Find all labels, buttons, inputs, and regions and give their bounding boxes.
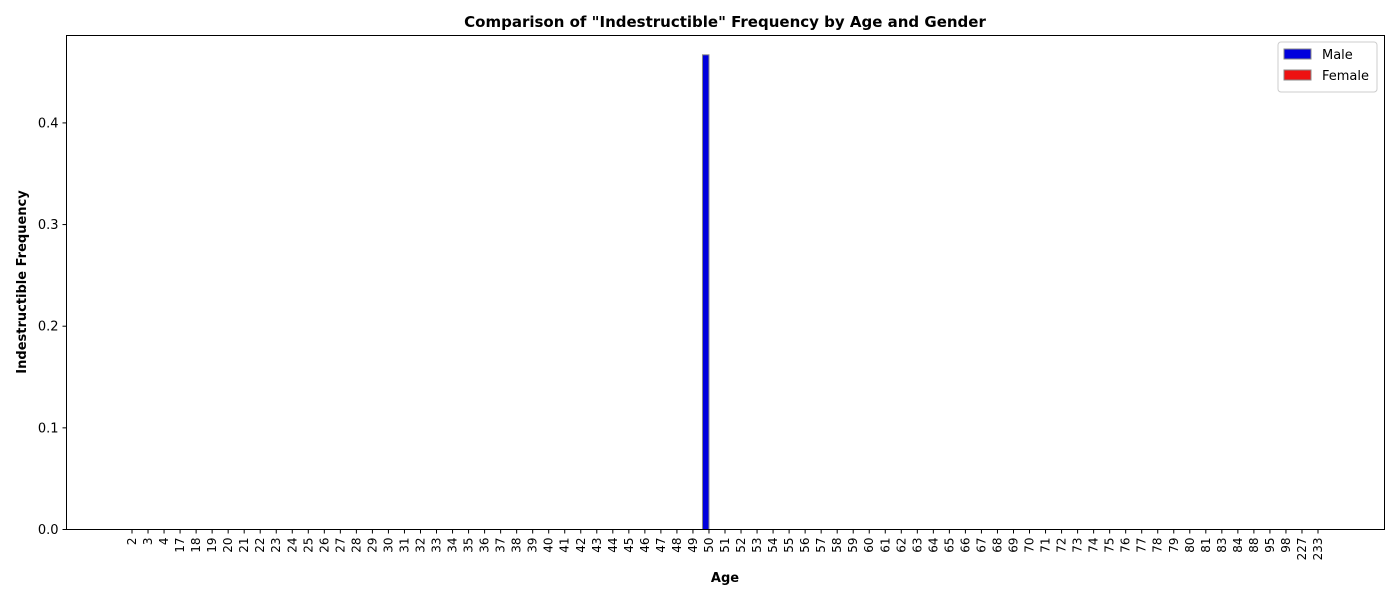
x-tick-label: 63: [910, 538, 924, 553]
x-tick-label: 26: [317, 538, 331, 553]
x-tick-label: 61: [878, 538, 892, 553]
x-tick-label: 77: [1135, 538, 1149, 553]
bar-male-50: [701, 54, 710, 531]
x-tick-label: 67: [974, 538, 988, 553]
x-tick-label: 66: [958, 538, 972, 553]
x-tick-label: 57: [814, 538, 828, 553]
x-tick-label: 36: [478, 538, 492, 553]
x-tick-label: 51: [718, 538, 732, 553]
x-tick-label: 95: [1263, 538, 1277, 553]
x-tick-label: 33: [430, 538, 444, 553]
x-tick-label: 38: [510, 538, 524, 553]
x-tick-label: 32: [413, 538, 427, 553]
x-tick-label: 17: [173, 538, 187, 553]
x-tick-label: 64: [926, 538, 940, 553]
x-tick-label: 58: [830, 538, 844, 553]
x-tick-label: 55: [782, 538, 796, 553]
x-tick-label: 83: [1215, 538, 1229, 553]
x-tick-label: 233: [1311, 538, 1325, 561]
legend-label-female: Female: [1322, 69, 1369, 84]
x-tick-label: 53: [750, 538, 764, 553]
x-tick-label: 72: [1055, 538, 1069, 553]
x-tick-label: 22: [253, 538, 267, 553]
x-tick-label: 54: [766, 538, 780, 553]
x-tick-label: 23: [269, 538, 283, 553]
x-tick-label: 78: [1151, 538, 1165, 553]
x-tick-label: 74: [1087, 538, 1101, 553]
x-tick-label: 35: [462, 538, 476, 553]
x-tick-label: 62: [894, 538, 908, 553]
y-tick-label: 0.4: [38, 116, 59, 131]
x-tick-label: 227: [1295, 538, 1309, 561]
y-axis-label: Indestructible Frequency: [15, 190, 30, 374]
x-tick-label: 98: [1279, 538, 1293, 553]
x-tick-label: 88: [1247, 538, 1261, 553]
x-tick-label: 75: [1103, 538, 1117, 553]
legend-swatch-female: [1283, 69, 1312, 81]
x-tick-label: 84: [1231, 538, 1245, 553]
x-tick-label: 29: [365, 538, 379, 553]
x-tick-label: 30: [381, 538, 395, 553]
legend: Male Female: [1277, 41, 1378, 93]
x-tick-label: 41: [558, 538, 572, 553]
y-tick-label: 0.0: [38, 523, 59, 538]
x-tick-label: 37: [494, 538, 508, 553]
x-tick-label: 60: [862, 538, 876, 553]
x-tick-label: 56: [798, 538, 812, 553]
x-tick-label: 44: [606, 538, 620, 553]
x-tick-label: 45: [622, 538, 636, 553]
x-tick-label: 19: [205, 538, 219, 553]
x-tick-label: 52: [734, 538, 748, 553]
y-axis-ticks: 0.0 0.1 0.2 0.3 0.4: [38, 116, 67, 538]
x-axis-ticks: 2 3 4 17 18 19 20 21 22 23 24 25 26 27 28 29 30 31 32 33 34 3…: [125, 529, 1325, 561]
x-tick-label: 48: [670, 538, 684, 553]
x-tick-label: 4: [157, 538, 171, 546]
x-tick-label: 76: [1119, 538, 1133, 553]
x-tick-label: 59: [846, 538, 860, 553]
x-tick-label: 42: [574, 538, 588, 553]
x-tick-label: 73: [1071, 538, 1085, 553]
y-tick-label: 0.1: [38, 421, 59, 436]
x-tick-label: 2: [125, 538, 139, 546]
x-axis-label: Age: [711, 571, 739, 586]
x-tick-label: 47: [654, 538, 668, 553]
chart-title: Comparison of "Indestructible" Frequency…: [464, 13, 986, 31]
x-tick-label: 79: [1167, 538, 1181, 553]
plot-area-frame: [66, 35, 1385, 530]
x-tick-label: 39: [526, 538, 540, 553]
x-tick-label: 49: [686, 538, 700, 553]
x-tick-label: 18: [189, 538, 203, 553]
x-tick-label: 65: [942, 538, 956, 553]
legend-swatch-male: [1283, 48, 1312, 60]
x-tick-label: 80: [1183, 538, 1197, 553]
x-tick-label: 71: [1039, 538, 1053, 553]
y-tick-label: 0.2: [38, 320, 59, 335]
x-tick-label: 34: [446, 538, 460, 553]
x-tick-label: 70: [1023, 538, 1037, 553]
x-tick-label: 31: [397, 538, 411, 553]
legend-label-male: Male: [1322, 48, 1353, 63]
x-tick-label: 81: [1199, 538, 1213, 553]
x-tick-label: 21: [237, 538, 251, 553]
x-tick-label: 40: [542, 538, 556, 553]
x-tick-label: 27: [333, 538, 347, 553]
x-tick-label: 46: [638, 538, 652, 553]
x-tick-label: 50: [702, 538, 716, 553]
x-tick-label: 20: [221, 538, 235, 553]
x-tick-label: 24: [285, 538, 299, 553]
x-tick-label: 68: [990, 538, 1004, 553]
x-tick-label: 25: [301, 538, 315, 553]
x-tick-label: 43: [590, 538, 604, 553]
x-tick-label: 69: [1006, 538, 1020, 553]
x-tick-label: 3: [141, 538, 155, 546]
y-tick-label: 0.3: [38, 218, 59, 233]
x-tick-label: 28: [349, 538, 363, 553]
bars-group: [701, 54, 710, 531]
